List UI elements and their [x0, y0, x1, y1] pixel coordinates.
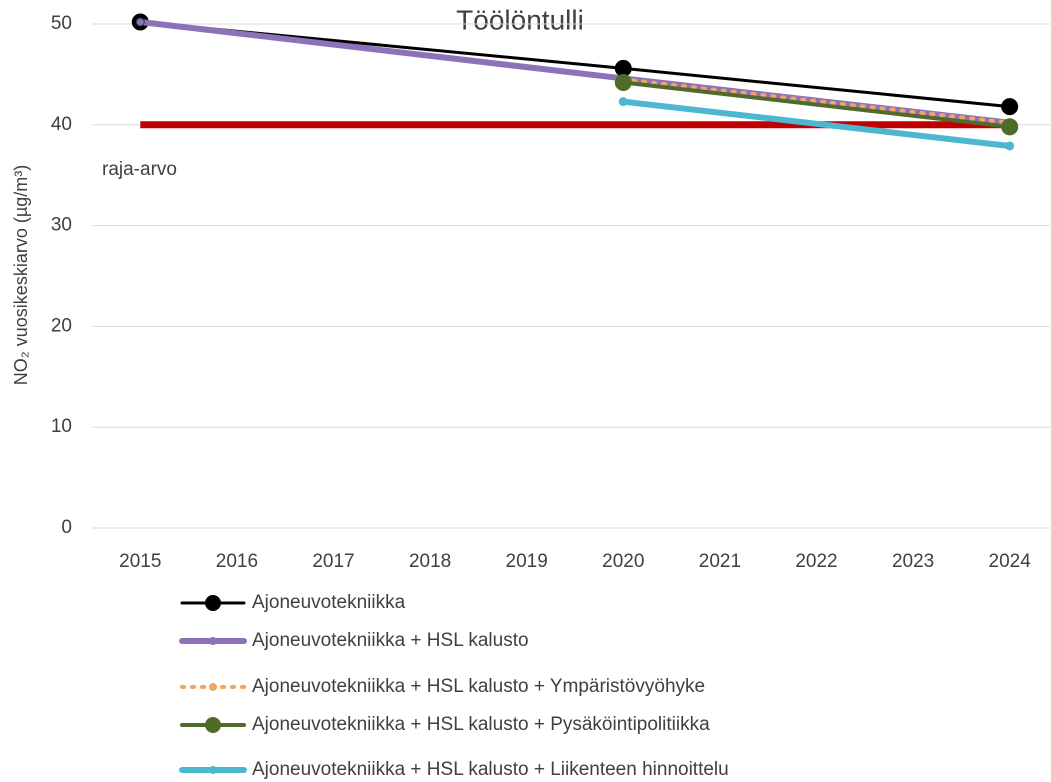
- legend-marker: [205, 595, 221, 611]
- point: [135, 17, 145, 27]
- y-tick-label: 30: [51, 215, 72, 236]
- legend-label: Ajoneuvotekniikka: [252, 592, 406, 613]
- chart-title: Töölöntulli: [456, 4, 584, 35]
- point: [1001, 98, 1019, 116]
- series-line: [137, 18, 1013, 126]
- x-tick-label: 2022: [795, 551, 837, 572]
- point: [1005, 141, 1015, 151]
- series-line: [621, 80, 1012, 129]
- limit-label: raja-arvo: [102, 159, 177, 180]
- legend-marker: [205, 717, 221, 733]
- point: [614, 73, 632, 91]
- y-tick-label: 10: [51, 416, 72, 437]
- x-tick-label: 2023: [892, 551, 934, 572]
- x-tick-label: 2016: [216, 551, 258, 572]
- x-tick-label: 2018: [409, 551, 451, 572]
- y-tick-label: 20: [51, 315, 72, 336]
- legend-label: Ajoneuvotekniikka + HSL kalusto + Ympäri…: [252, 676, 705, 697]
- y-axis-label: NO₂ vuosikeskiarvo (µg/m³): [11, 165, 31, 385]
- y-tick-label: 50: [51, 13, 72, 34]
- legend-label: Ajoneuvotekniikka + HSL kalusto: [252, 630, 529, 651]
- series-line: [620, 98, 1013, 149]
- legend-label: Ajoneuvotekniikka + HSL kalusto + Liiken…: [252, 759, 729, 780]
- legend-marker: [209, 766, 217, 774]
- legend-marker: [209, 683, 217, 691]
- y-tick-label: 0: [61, 517, 72, 538]
- legend-label: Ajoneuvotekniikka + HSL kalusto + Pysäkö…: [252, 714, 710, 735]
- y-tick-label: 40: [51, 114, 72, 135]
- x-tick-label: 2015: [119, 551, 161, 572]
- point: [1001, 118, 1019, 136]
- x-tick-label: 2020: [602, 551, 644, 572]
- x-tick-label: 2017: [312, 551, 354, 572]
- x-tick-label: 2024: [989, 551, 1032, 572]
- x-tick-label: 2019: [506, 551, 548, 572]
- x-tick-label: 2021: [699, 551, 741, 572]
- point: [618, 97, 628, 107]
- legend-marker: [209, 637, 217, 645]
